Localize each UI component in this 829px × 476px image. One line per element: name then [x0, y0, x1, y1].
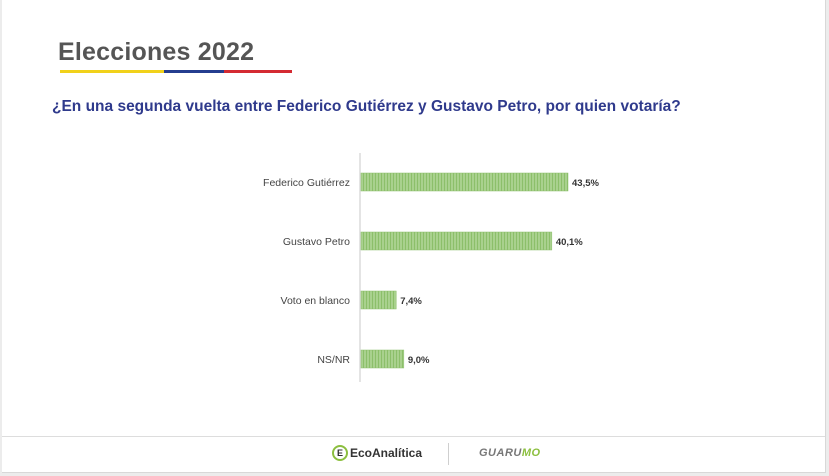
ecoanalitica-mark-icon: E [332, 445, 348, 461]
value-label: 43,5% [572, 178, 599, 189]
flag-yellow-stripe [60, 70, 164, 73]
guarumo-text-main: GUARU [479, 447, 522, 459]
ecoanalitica-text: EcoAnalítica [350, 446, 423, 460]
category-label: Gustavo Petro [283, 236, 350, 248]
category-label: NS/NR [317, 354, 350, 366]
flag-red-stripe [224, 70, 292, 73]
category-label: Federico Gutiérrez [263, 177, 350, 189]
bar [360, 290, 397, 310]
value-label: 9,0% [408, 355, 430, 366]
bar [360, 349, 405, 369]
flag-blue-stripe [164, 70, 224, 73]
ecoanalitica-logo: E EcoAnalítica [332, 445, 422, 461]
slide-title: Elecciones 2022 [58, 38, 255, 66]
guarumo-logo: GUARUMO [479, 447, 541, 459]
bar [360, 231, 553, 251]
bar [360, 172, 569, 192]
guarumo-text-accent: MO [521, 447, 541, 459]
colombia-flag-underline [60, 70, 292, 73]
value-label: 40,1% [556, 237, 583, 248]
footer-separator [448, 443, 449, 465]
category-label: Voto en blanco [281, 295, 351, 307]
value-label: 7,4% [400, 296, 422, 307]
footer-divider [2, 436, 825, 437]
survey-question: ¿En una segunda vuelta entre Federico Gu… [52, 98, 681, 115]
